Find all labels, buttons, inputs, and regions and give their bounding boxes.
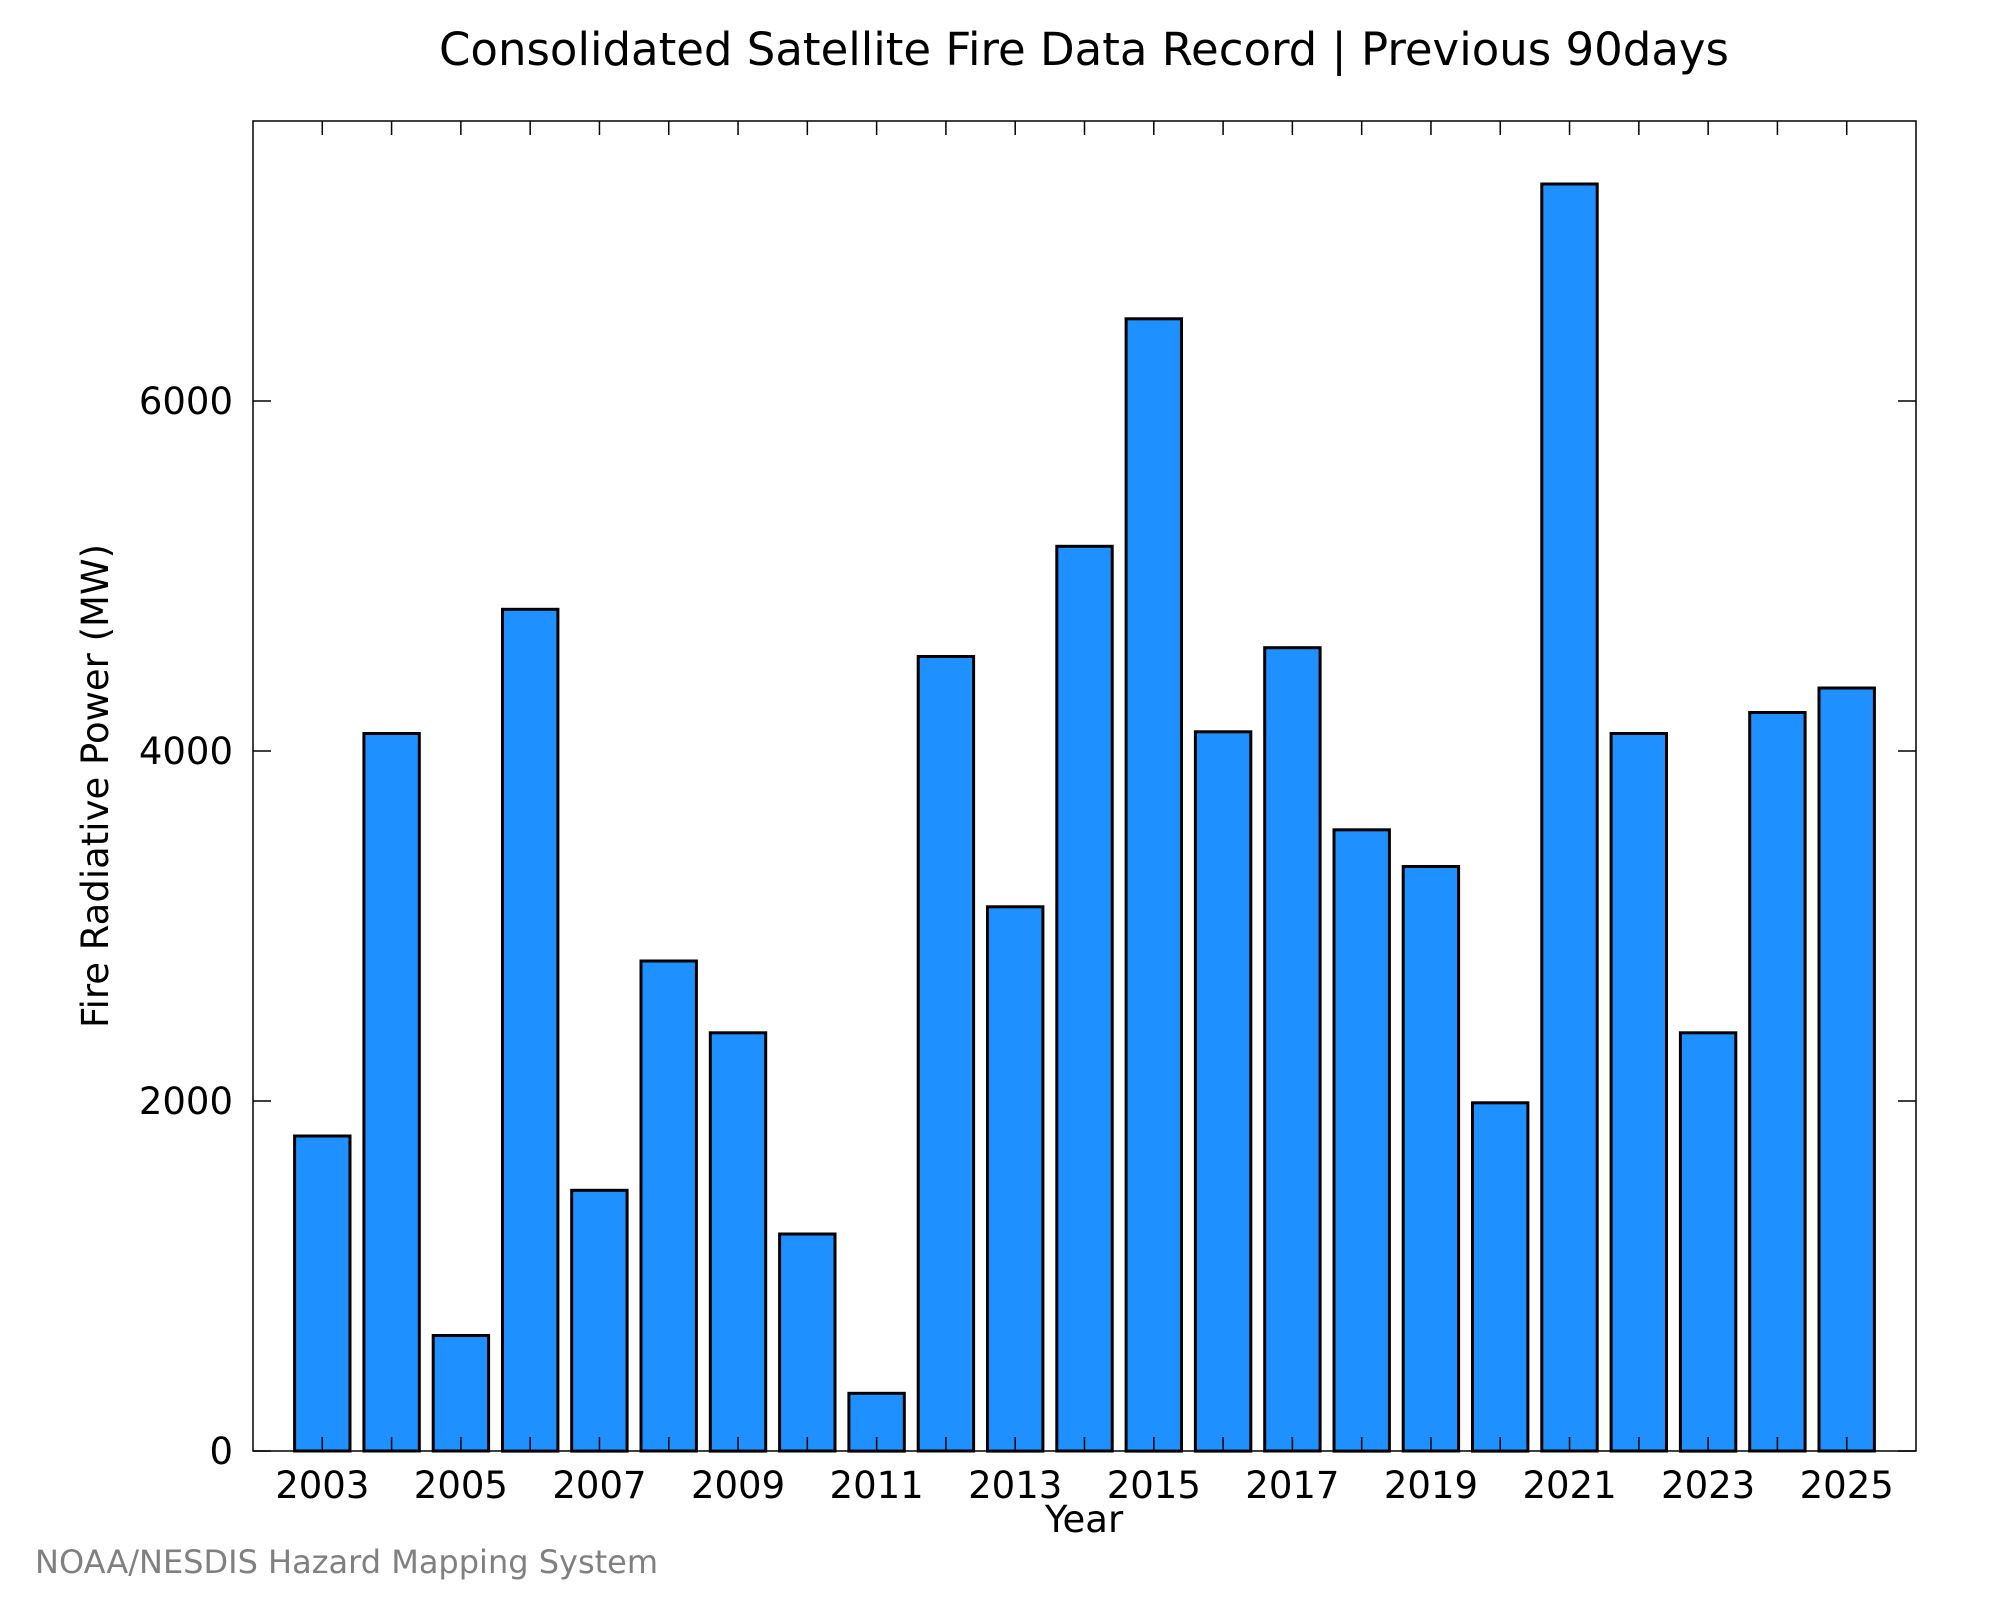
x-tick-label: 2015: [1107, 1464, 1201, 1507]
y-tick-label: 2000: [139, 1080, 233, 1123]
bar-2012: [916, 655, 976, 1453]
bar-2017: [1263, 646, 1322, 1453]
bar-2013: [986, 905, 1045, 1453]
x-tick-label: 2021: [1522, 1464, 1616, 1507]
bars-layer: [293, 182, 1876, 1453]
ticks-layer: 0 2000 4000 6000 2003 2005 2007 2009 2011 2013 201…: [139, 121, 1916, 1507]
x-tick-label: 2013: [968, 1464, 1062, 1507]
bar-2003: [293, 1134, 352, 1453]
bar-2006: [501, 607, 560, 1453]
bar-2005: [431, 1334, 491, 1453]
credit-text: NOAA/NESDIS Hazard Mapping System: [35, 1543, 658, 1581]
bar-2021: [1540, 182, 1599, 1453]
y-tick-label: 0: [209, 1430, 233, 1473]
bar-2024: [1748, 711, 1807, 1453]
y-axis-label: Fire Radiative Power (MW): [74, 544, 117, 1028]
x-tick-label: 2009: [691, 1464, 785, 1507]
bar-2004: [362, 732, 421, 1453]
bar-2019: [1401, 865, 1461, 1453]
x-axis-label: Year: [1044, 1498, 1124, 1541]
bar-2018: [1332, 828, 1391, 1453]
y-tick-label: 4000: [139, 730, 233, 773]
x-tick-label: 2025: [1800, 1464, 1894, 1507]
bar-2008: [639, 959, 698, 1453]
x-tick-label: 2005: [414, 1464, 508, 1507]
bar-2020: [1471, 1101, 1530, 1453]
y-tick-label: 6000: [139, 380, 233, 423]
x-tick-label: 2011: [830, 1464, 924, 1507]
x-tick-label: 2023: [1661, 1464, 1755, 1507]
x-tick-label: 2019: [1384, 1464, 1478, 1507]
bar-2025: [1817, 686, 1876, 1453]
bar-2007: [570, 1188, 629, 1453]
bar-2022: [1609, 732, 1668, 1453]
bar-2009: [708, 1031, 768, 1453]
x-tick-label: 2017: [1245, 1464, 1339, 1507]
bar-2016: [1193, 730, 1253, 1453]
chart-title: Consolidated Satellite Fire Data Record …: [439, 23, 1729, 76]
bar-2015: [1124, 317, 1183, 1453]
bar-2010: [778, 1232, 837, 1453]
bar-2014: [1055, 544, 1114, 1453]
bar-2023: [1678, 1031, 1738, 1453]
x-tick-label: 2003: [275, 1464, 369, 1507]
x-tick-label: 2007: [552, 1464, 646, 1507]
